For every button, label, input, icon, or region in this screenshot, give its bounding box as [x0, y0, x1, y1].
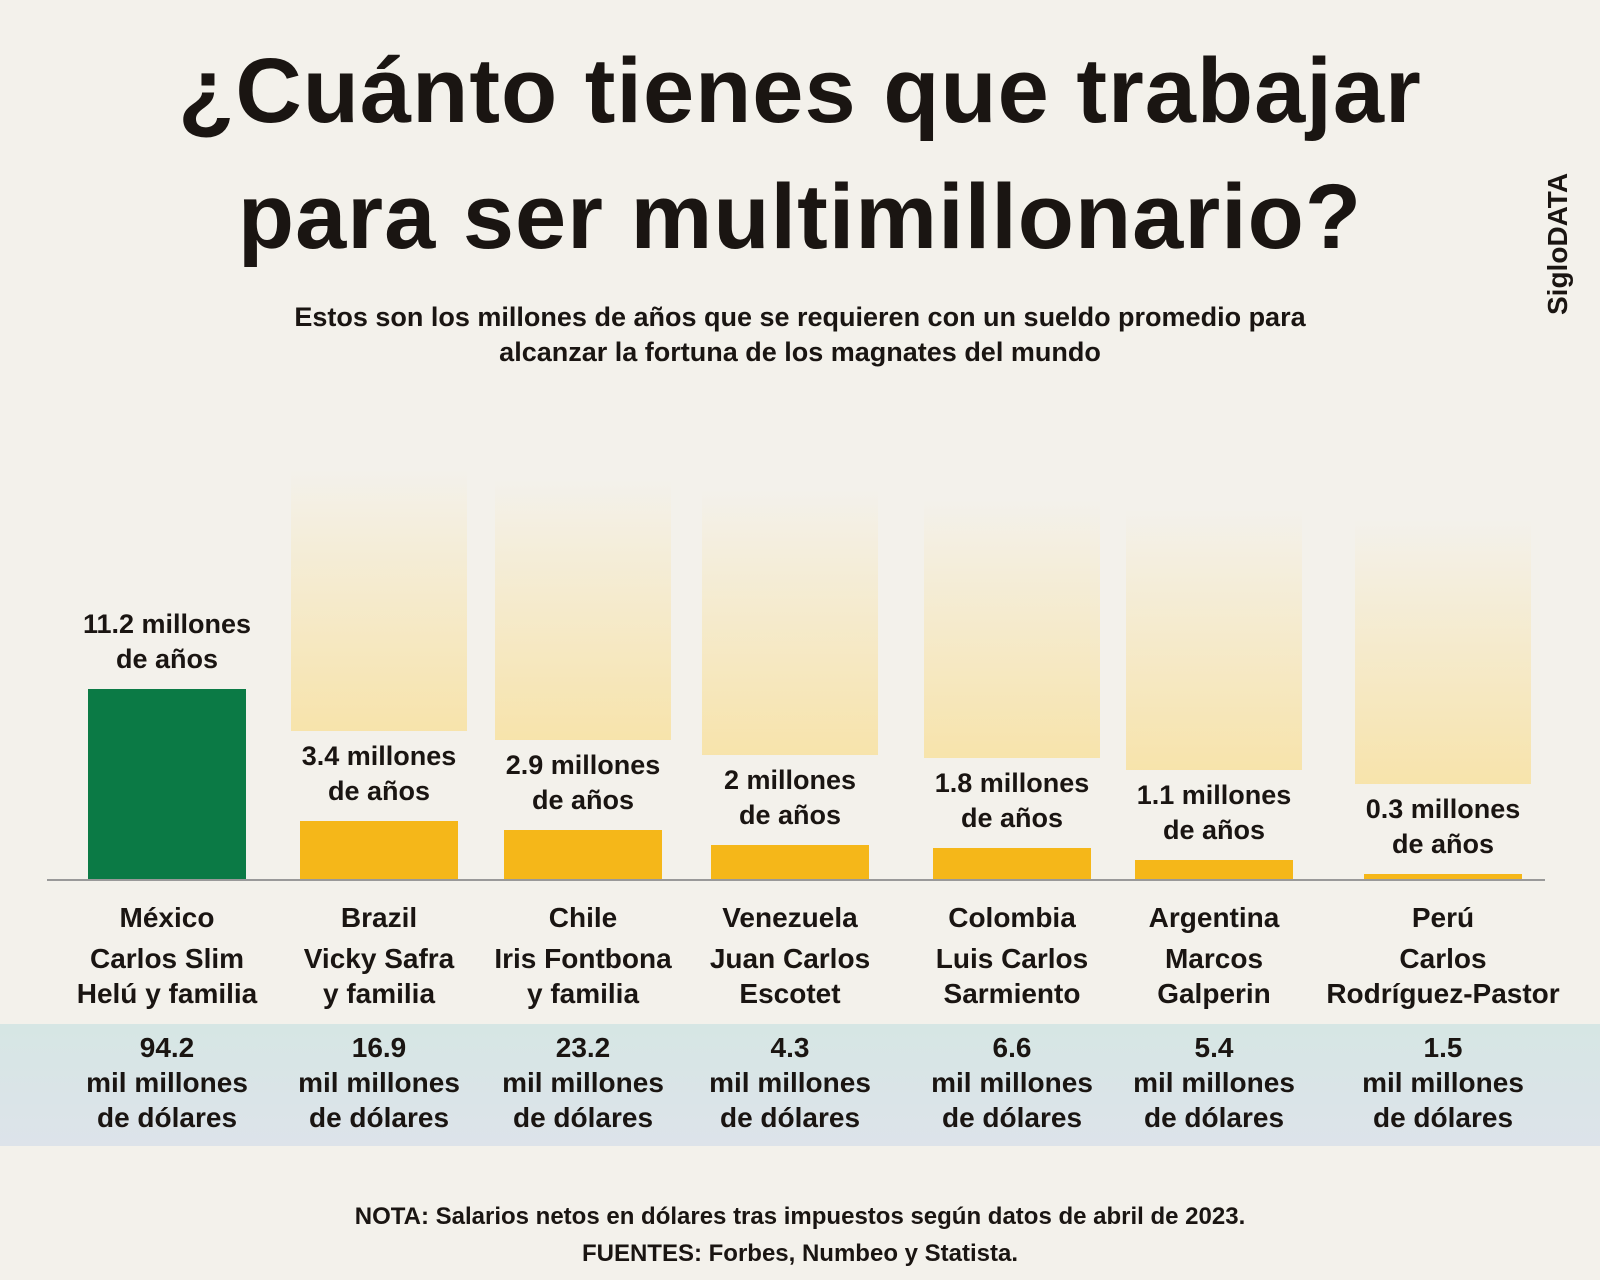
fortune-unit: mil millones de dólares [931, 1067, 1093, 1133]
person-name: Rodríguez-Pastor [1326, 978, 1560, 1009]
person-name: Luis Carlos [935, 943, 1089, 974]
fortune-value: 16.9 [351, 1032, 407, 1063]
category: Venezuela Juan Carlos Escotet [670, 900, 910, 1011]
fortune-value: 94.2 [139, 1032, 195, 1063]
category: Argentina Marcos Galperin [1094, 900, 1334, 1011]
notes: NOTA: Salarios netos en dólares tras imp… [0, 1198, 1600, 1272]
fortune-value: 23.2 [555, 1032, 611, 1063]
fortune-unit: mil millones de dólares [1133, 1067, 1295, 1133]
value-label: 1.8 millones de años [934, 768, 1090, 834]
person-name: Galperin [1157, 978, 1271, 1009]
bar [1364, 873, 1522, 879]
value-label: 3.4 millones de años [301, 741, 457, 807]
photo-panel [1126, 510, 1302, 771]
fortune-unit: mil millones de dólares [86, 1067, 248, 1133]
bar [88, 689, 246, 879]
subtitle-line: Estos son los millones de años que se re… [294, 302, 1306, 332]
person-name: Escotet [739, 978, 841, 1009]
photo-panel [495, 480, 671, 740]
category: Brazil Vicky Safra y familia [259, 900, 499, 1011]
bar [711, 845, 869, 879]
fortune-value: 5.4 [1194, 1032, 1234, 1063]
fortune: 1.5 mil millones de dólares [1333, 1030, 1553, 1135]
fortune-value: 6.6 [992, 1032, 1032, 1063]
note: NOTA: Salarios netos en dólares tras imp… [354, 1203, 1246, 1230]
title-line: ¿Cuánto tienes que trabajar [178, 40, 1422, 142]
bar [504, 829, 662, 879]
person-name: y familia [322, 978, 436, 1009]
value-label: 11.2 millones de años [82, 609, 252, 674]
chart-title: ¿Cuánto tienes que trabajar para ser mul… [0, 28, 1600, 280]
country: Brazil [340, 902, 418, 933]
fortune: 94.2 mil millones de dólares [57, 1030, 277, 1135]
value-label: 0.3 millones de años [1365, 793, 1521, 859]
country: Perú [1411, 902, 1475, 933]
person-name: Carlos Slim [89, 943, 245, 974]
brand: SigloDATA [1542, 172, 1573, 315]
subtitle-line: alcanzar la fortuna de los magnates del … [499, 337, 1101, 367]
subtitle: Estos son los millones de años que se re… [0, 300, 1600, 370]
category: Chile Iris Fontbona y familia [463, 900, 703, 1011]
title-line: para ser multimillonario? [237, 166, 1363, 268]
category: México Carlos Slim Helú y familia [47, 900, 287, 1011]
country: Argentina [1148, 902, 1280, 933]
bar [933, 848, 1091, 879]
person-name: Helú y familia [76, 978, 258, 1009]
fortune: 16.9 mil millones de dólares [269, 1030, 489, 1135]
value-label: 1.1 millones de años [1136, 780, 1292, 846]
fortune: 4.3 mil millones de dólares [680, 1030, 900, 1135]
bar [300, 821, 458, 879]
value-label: 2 millones de años [723, 765, 857, 831]
fortune: 5.4 mil millones de dólares [1104, 1030, 1324, 1135]
category: Colombia Luis Carlos Sarmiento [892, 900, 1132, 1011]
country: Chile [548, 902, 618, 933]
person-name: Marcos [1164, 943, 1264, 974]
person-name: Sarmiento [943, 978, 1081, 1009]
person-name: y familia [526, 978, 640, 1009]
photo-panel [702, 490, 878, 756]
fortune-unit: mil millones de dólares [298, 1067, 460, 1133]
person-name: Vicky Safra [303, 943, 455, 974]
country: Colombia [948, 902, 1076, 933]
fortune-unit: mil millones de dólares [709, 1067, 871, 1133]
photo-panel [291, 470, 467, 732]
fortune-unit: mil millones de dólares [1362, 1067, 1524, 1133]
fortune-value: 4.3 [770, 1032, 810, 1063]
fortune: 23.2 mil millones de dólares [473, 1030, 693, 1135]
fortune-value: 1.5 [1423, 1032, 1463, 1063]
person-name: Iris Fontbona [494, 943, 672, 974]
category: Perú Carlos Rodríguez-Pastor [1323, 900, 1563, 1011]
bar [1135, 860, 1293, 879]
note: FUENTES: Forbes, Numbeo y Statista. [581, 1240, 1019, 1267]
country: Venezuela [722, 902, 858, 933]
person-name: Juan Carlos [709, 943, 871, 974]
fortune-unit: mil millones de dólares [502, 1067, 664, 1133]
value-label: 2.9 millones de años [505, 749, 661, 815]
fortune-band [0, 1024, 1600, 1146]
photo-panel [924, 500, 1100, 759]
person-name: Carlos [1399, 943, 1487, 974]
baseline [47, 879, 1545, 881]
fortune: 6.6 mil millones de dólares [902, 1030, 1122, 1135]
country: México [119, 902, 215, 933]
photo-panel [1355, 520, 1531, 784]
